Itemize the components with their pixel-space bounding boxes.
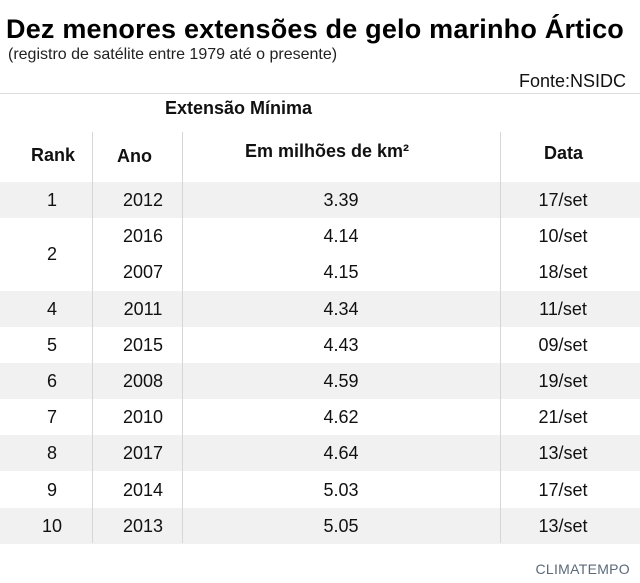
- date-cell: 09/set: [538, 334, 588, 355]
- header-extensao-minima: Extensão Mínima: [165, 98, 313, 118]
- data-table: Extensão Mínima Rank Ano Em milhões de k…: [0, 94, 640, 544]
- table-row: 2008 4.59 19/set: [0, 363, 640, 399]
- year-cell: 2015: [122, 334, 164, 355]
- date-cell: 13/set: [538, 443, 588, 464]
- rank-cell: 7: [46, 407, 57, 428]
- chart-subtitle: (registro de satélite entre 1979 até o p…: [8, 46, 338, 63]
- table-row: 2012 3.39 17/set: [0, 182, 640, 218]
- date-cell: 10/set: [538, 226, 588, 247]
- rank-cell: 8: [46, 443, 57, 464]
- date-cell: 21/set: [538, 407, 588, 428]
- table-row: 2016 4.14 10/set: [0, 218, 640, 254]
- extent-cell: 3.39: [323, 190, 359, 210]
- date-cell: 11/set: [539, 298, 587, 319]
- header-extent: Em milhões de km²: [245, 141, 410, 161]
- rank-cell: 9: [46, 479, 57, 500]
- extent-cell: 4.34: [323, 298, 359, 319]
- table-row: 2011 4.34 11/set: [0, 290, 640, 327]
- year-cell: 2007: [122, 262, 164, 283]
- rank-cell: 2: [46, 244, 57, 265]
- header-rank: Rank: [31, 145, 76, 165]
- rank-cell: 1: [46, 190, 57, 210]
- year-cell: 2012: [122, 190, 164, 210]
- date-cell: 13/set: [538, 515, 588, 536]
- rank-cell: 4: [46, 298, 57, 319]
- climatempo-logo: CLIMATEMPO: [535, 561, 630, 577]
- extent-cell: 4.43: [323, 334, 359, 355]
- table-row: 2017 4.64 13/set: [0, 435, 640, 472]
- rank-cell: 5: [46, 334, 57, 355]
- year-cell: 2010: [122, 407, 164, 428]
- extent-cell: 4.62: [323, 407, 359, 428]
- extent-cell: 4.14: [323, 226, 359, 247]
- source-label: Fonte:NSIDC: [518, 71, 626, 91]
- extent-cell: 4.59: [323, 371, 359, 391]
- table-row: 2013 5.05 13/set: [0, 507, 640, 544]
- chart-title: Dez menores extensões de gelo marinho Ár…: [6, 14, 624, 44]
- table-row: 2015 4.43 09/set: [0, 327, 640, 363]
- table-row: 2010 4.62 21/set: [0, 399, 640, 435]
- date-cell: 17/set: [538, 190, 588, 210]
- column-divider: [500, 132, 501, 543]
- year-cell: 2014: [122, 479, 164, 500]
- table-row: 2014 5.03 17/set: [0, 472, 640, 508]
- extent-cell: 4.15: [323, 262, 359, 283]
- header-ano: Ano: [117, 146, 152, 166]
- year-cell: 2017: [122, 443, 164, 464]
- table-row: 2007 4.15 18/set: [0, 254, 640, 290]
- extent-cell: 4.64: [323, 443, 359, 464]
- rank-cell: 6: [46, 371, 57, 391]
- date-cell: 19/set: [538, 371, 588, 391]
- year-cell: 2011: [123, 298, 163, 319]
- year-cell: 2013: [122, 515, 164, 536]
- date-cell: 18/set: [538, 262, 588, 283]
- year-cell: 2008: [122, 371, 164, 391]
- header-divider: [0, 93, 640, 94]
- date-cell: 17/set: [538, 479, 588, 500]
- column-divider: [92, 132, 93, 543]
- rank-cell: 10: [41, 515, 63, 536]
- header-data: Data: [544, 143, 584, 163]
- extent-cell: 5.05: [323, 515, 359, 536]
- year-cell: 2016: [122, 226, 164, 247]
- extent-cell: 5.03: [323, 479, 359, 500]
- column-divider: [182, 132, 183, 543]
